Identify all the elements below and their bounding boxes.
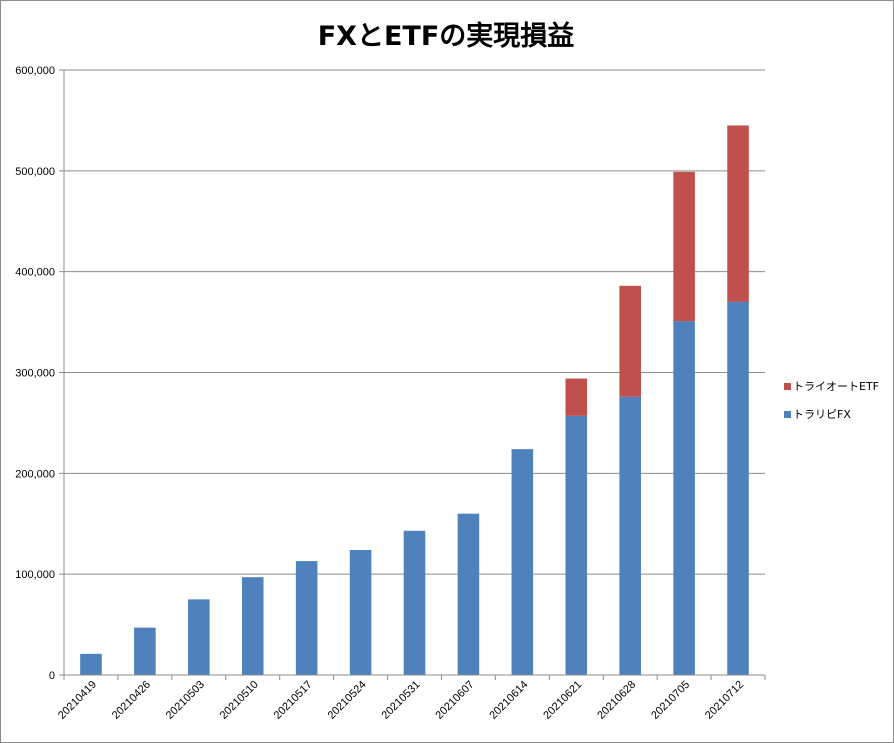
legend-label-fx: トラリピFX — [793, 408, 851, 421]
bar-fx — [349, 549, 372, 675]
x-tick-label: 20210503 — [164, 679, 207, 722]
bar-fx — [727, 301, 749, 675]
x-tick-label: 20210614 — [487, 679, 530, 722]
bar-fx — [673, 321, 695, 675]
y-tick-label: 100,000 — [15, 569, 55, 581]
y-tick-label: 500,000 — [15, 166, 55, 178]
x-tick-label: 20210531 — [380, 679, 423, 722]
x-tick-label: 20210705 — [649, 679, 692, 722]
bar-fx — [619, 396, 641, 675]
bar-etf — [673, 171, 695, 322]
legend-swatch-fx — [784, 410, 791, 418]
bar-fx — [511, 449, 534, 675]
legend-swatch-etf — [784, 382, 791, 390]
y-tick-label: 300,000 — [15, 368, 55, 380]
x-tick-label: 20210524 — [326, 679, 369, 722]
y-tick-label: 0 — [49, 670, 55, 682]
x-tick-label: 20210712 — [703, 679, 746, 722]
x-tick-label: 20210621 — [541, 679, 584, 722]
x-tick-label: 20210607 — [433, 679, 476, 722]
legend-item-fx: トラリピFX — [784, 405, 879, 423]
y-tick-label: 600,000 — [15, 65, 55, 77]
bar-etf — [619, 285, 641, 397]
x-tick-label: 20210419 — [56, 679, 99, 722]
chart-title: FXとETFの実現損益 — [317, 21, 575, 52]
bar-fx — [565, 415, 588, 675]
y-tick-label: 200,000 — [15, 468, 55, 480]
bar-fx — [134, 627, 156, 675]
x-tick-label: 20210628 — [595, 679, 638, 722]
bar-fx — [188, 599, 210, 675]
bar-etf — [565, 378, 588, 416]
legend-label-etf: トライオートETF — [793, 380, 879, 393]
bar-fx — [457, 513, 480, 675]
legend: トライオートETF トラリピFX — [784, 377, 879, 433]
bars — [80, 125, 749, 675]
y-tick-label: 400,000 — [15, 267, 55, 279]
bar-fx — [241, 577, 264, 675]
axes: 0 100,000 200,000 300,000 400,000 500,000 600,… — [15, 65, 766, 722]
legend-item-etf: トライオートETF — [784, 377, 879, 395]
bar-etf — [727, 125, 749, 302]
bar-fx — [403, 530, 426, 675]
x-tick-label: 20210426 — [110, 679, 153, 722]
bar-fx — [295, 561, 318, 675]
x-tick-label: 20210510 — [218, 679, 261, 722]
gridlines — [64, 69, 765, 575]
x-tick-label: 20210517 — [272, 679, 315, 722]
bar-fx — [80, 653, 102, 675]
